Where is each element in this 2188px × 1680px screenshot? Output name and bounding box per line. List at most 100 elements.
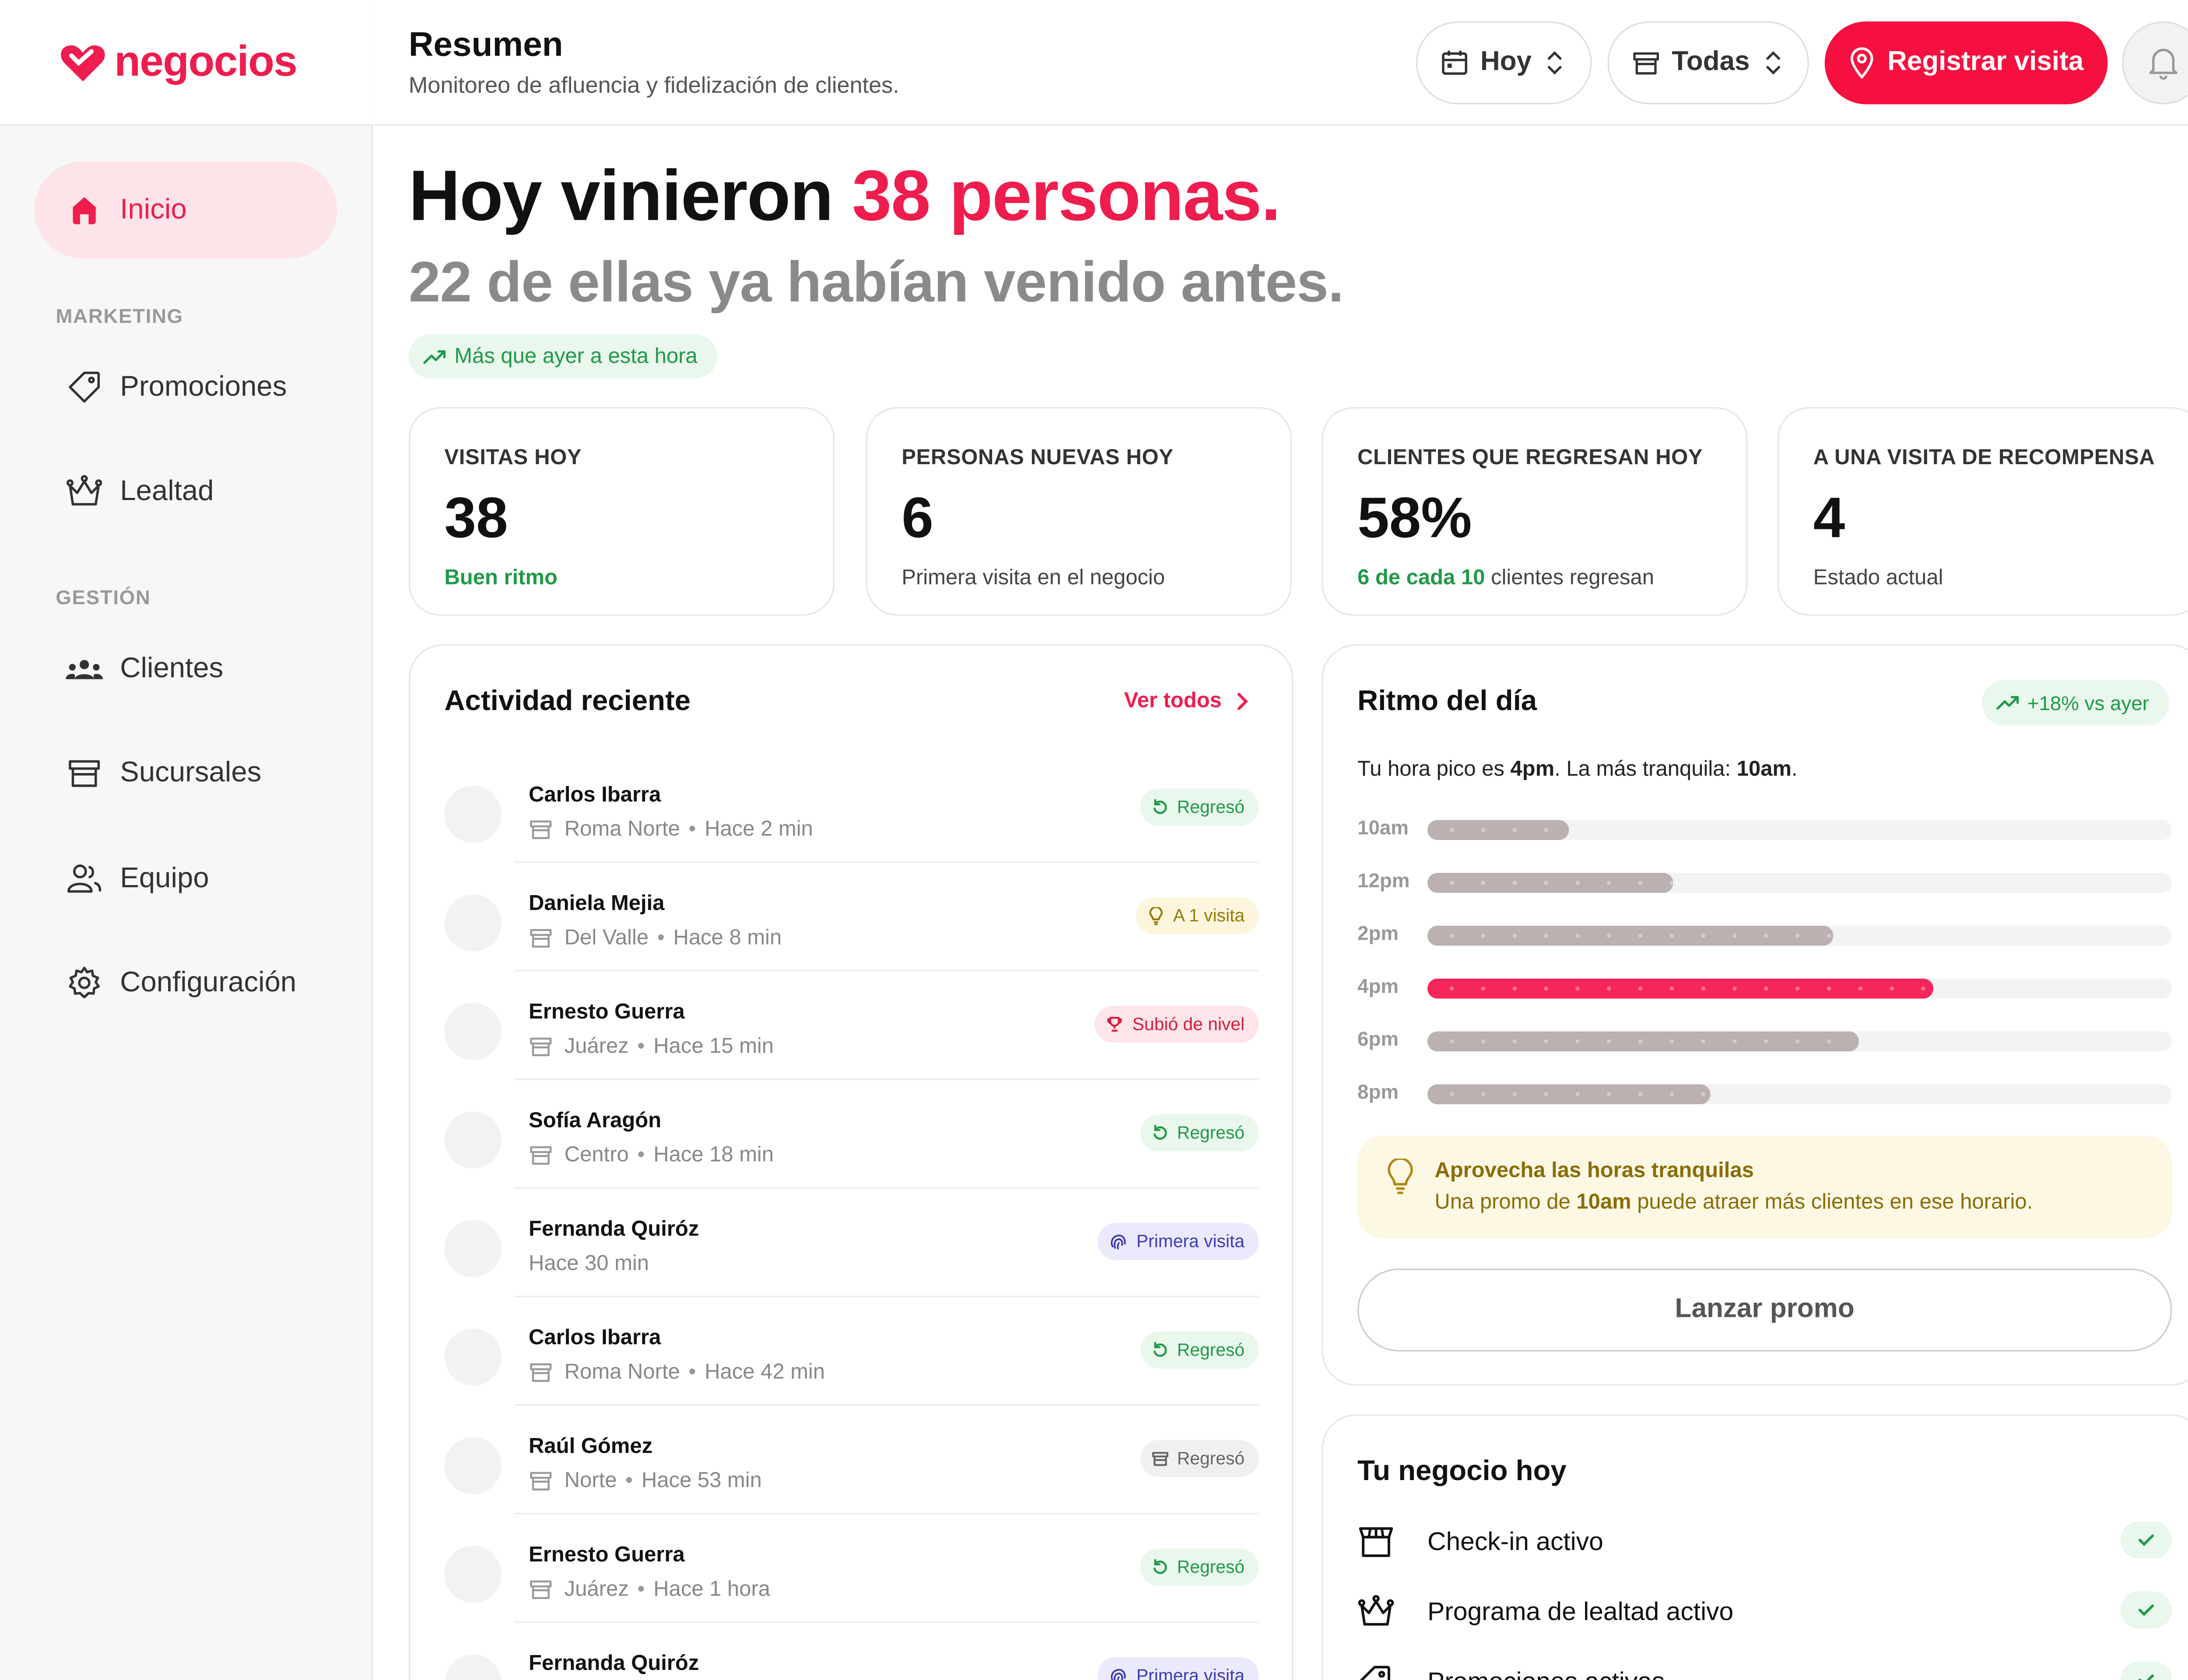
badge-label: Regresó: [1177, 1123, 1245, 1143]
check-icon: [2120, 1591, 2172, 1629]
store-icon: [529, 1578, 553, 1600]
map-pin-icon: [1849, 47, 1875, 79]
bar-track: [1427, 820, 2172, 840]
see-all-link[interactable]: Ver todos: [1124, 689, 1249, 713]
activity-row[interactable]: Sofía Aragón Centro • Hace 18 min Regresó: [410, 1080, 1292, 1189]
chevron-right-icon: [1236, 691, 1248, 711]
date-filter-button[interactable]: Hoy: [1416, 21, 1592, 105]
activity-row[interactable]: Daniela Mejia Del Valle • Hace 8 min A 1 vis…: [410, 863, 1292, 972]
activity-branch: Juárez: [564, 1577, 629, 1602]
hero-headline: Hoy vinieron 38 personas.: [409, 154, 1281, 237]
hour-label: 10am: [1357, 816, 1409, 839]
sidebar-item-lealtad[interactable]: Lealtad: [34, 443, 337, 540]
calendar-icon: [1440, 49, 1469, 77]
separator-dot: •: [625, 1468, 633, 1493]
tip-banner: Aprovecha las horas tranquilas Una promo…: [1357, 1135, 2172, 1239]
bar-track: [1427, 925, 2172, 946]
store-icon: [529, 819, 553, 840]
tip-title: Aprovecha las horas tranquilas: [1434, 1158, 1754, 1183]
activity-name: Sofía Aragón: [529, 1108, 662, 1133]
bell-icon: [2148, 46, 2179, 80]
stat-footer: Estado actual: [1813, 566, 1943, 590]
sidebar-item-promociones[interactable]: Promociones: [34, 339, 337, 436]
badge-icon: [1109, 1666, 1128, 1680]
crown-icon: [66, 473, 103, 510]
brand-name: negocios: [114, 38, 298, 85]
row-divider: [514, 1078, 1259, 1080]
stat-value: 58%: [1357, 487, 1472, 550]
separator-dot: •: [688, 1360, 696, 1385]
badge-label: A 1 visita: [1173, 906, 1245, 926]
recent-activity-card: Actividad reciente Ver todos Carlos Ibar…: [408, 644, 1294, 1680]
activity-time: Hace 15 min: [653, 1034, 774, 1059]
sidebar-item-sucursales[interactable]: Sucursales: [34, 724, 337, 822]
activity-row[interactable]: Ernesto Guerra Juárez • Hace 1 hora Regresó: [410, 1514, 1292, 1623]
activity-row[interactable]: Carlos Ibarra Roma Norte • Hace 42 min Regre…: [410, 1297, 1292, 1406]
separator-dot: •: [637, 1143, 645, 1167]
activity-time: Hace 18 min: [653, 1143, 774, 1167]
tip-hour: 10am: [1576, 1190, 1631, 1214]
activity-branch: Juárez: [564, 1034, 629, 1059]
avatar: [444, 785, 502, 843]
bar-fill: [1427, 1031, 1859, 1052]
activity-row[interactable]: Carlos Ibarra Roma Norte • Hace 2 min Regres…: [410, 754, 1292, 863]
check-icon: [2120, 1661, 2172, 1680]
branch-filter-button[interactable]: Todas: [1607, 21, 1809, 105]
rhythm-trend-badge: +18% vs ayer: [1981, 680, 2169, 726]
store-icon: [1632, 50, 1660, 76]
status-badge: Subió de nivel: [1095, 1005, 1259, 1043]
row-divider: [514, 861, 1259, 863]
activity-branch: Roma Norte: [564, 817, 680, 842]
register-visit-label: Registrar visita: [1887, 47, 2084, 77]
store-icon: [529, 927, 553, 948]
badge-icon: [1151, 1124, 1168, 1141]
stat-footer-text: clientes regresan: [1485, 566, 1655, 590]
badge-icon: [1109, 1232, 1128, 1250]
brand-logo[interactable]: negocios: [0, 0, 373, 126]
trending-up-icon: [1996, 694, 2019, 711]
activity-name: Fernanda Quiróz: [529, 1651, 699, 1676]
launch-promo-button[interactable]: Lanzar promo: [1357, 1268, 2172, 1351]
activity-row[interactable]: Ernesto Guerra Juárez • Hace 15 min Subió de…: [410, 971, 1292, 1080]
team-icon: [66, 860, 103, 897]
stat-label: PERSONAS NUEVAS HOY: [901, 445, 1174, 470]
activity-meta: Juárez • Hace 1 hora: [529, 1577, 770, 1602]
activity-branch: Norte: [564, 1468, 617, 1493]
sidebar-item-configuracion[interactable]: Configuración: [34, 934, 337, 1032]
activity-row[interactable]: Raúl Gómez Norte • Hace 53 min Regresó: [410, 1406, 1292, 1515]
activity-name: Daniela Mejia: [529, 891, 665, 916]
summary-text: Tu hora pico es: [1357, 757, 1511, 782]
avatar: [444, 1003, 502, 1060]
badge-icon: [1151, 798, 1168, 816]
hour-bar-row: 6pm: [1357, 1027, 2172, 1052]
bar-track: [1427, 1084, 2172, 1105]
activity-time: Hace 53 min: [641, 1468, 762, 1493]
check-icon: [2120, 1521, 2172, 1559]
sidebar-item-clientes[interactable]: Clientes: [34, 620, 337, 717]
sidebar-item-inicio[interactable]: Inicio: [34, 161, 337, 259]
row-divider: [514, 1404, 1259, 1406]
hour-bar-row: 4pm: [1357, 974, 2172, 999]
bar-fill: [1427, 873, 1673, 893]
activity-name: Ernesto Guerra: [529, 1543, 685, 1568]
activity-meta: Roma Norte • Hace 42 min: [529, 1360, 825, 1385]
sidebar-item-equipo[interactable]: Equipo: [34, 830, 337, 927]
activity-row[interactable]: Fernanda Quiróz Hace 30 min Primera visita: [410, 1189, 1292, 1297]
avatar: [444, 1328, 502, 1386]
sidebar-item-label: Sucursales: [120, 756, 262, 788]
status-badge: Primera visita: [1098, 1223, 1259, 1260]
stat-footer: 6 de cada 10 clientes regresan: [1357, 566, 1712, 590]
hero-highlight: 38 personas.: [852, 155, 1281, 236]
activity-name: Fernanda Quiróz: [529, 1217, 699, 1242]
register-visit-button[interactable]: Registrar visita: [1824, 21, 2108, 105]
notifications-button[interactable]: [2121, 21, 2188, 105]
activity-meta: Centro • Hace 18 min: [529, 1143, 774, 1167]
hero-subheadline: 22 de ellas ya habían venido antes.: [408, 251, 1344, 315]
section-title-gestion: GESTIÓN: [56, 585, 151, 609]
business-item-label: Check-in activo: [1427, 1526, 1603, 1555]
heart-logo-icon: [60, 42, 105, 82]
activity-name: Raúl Gómez: [529, 1434, 653, 1459]
bar-track: [1427, 873, 2172, 893]
badge-icon: [1147, 906, 1164, 925]
